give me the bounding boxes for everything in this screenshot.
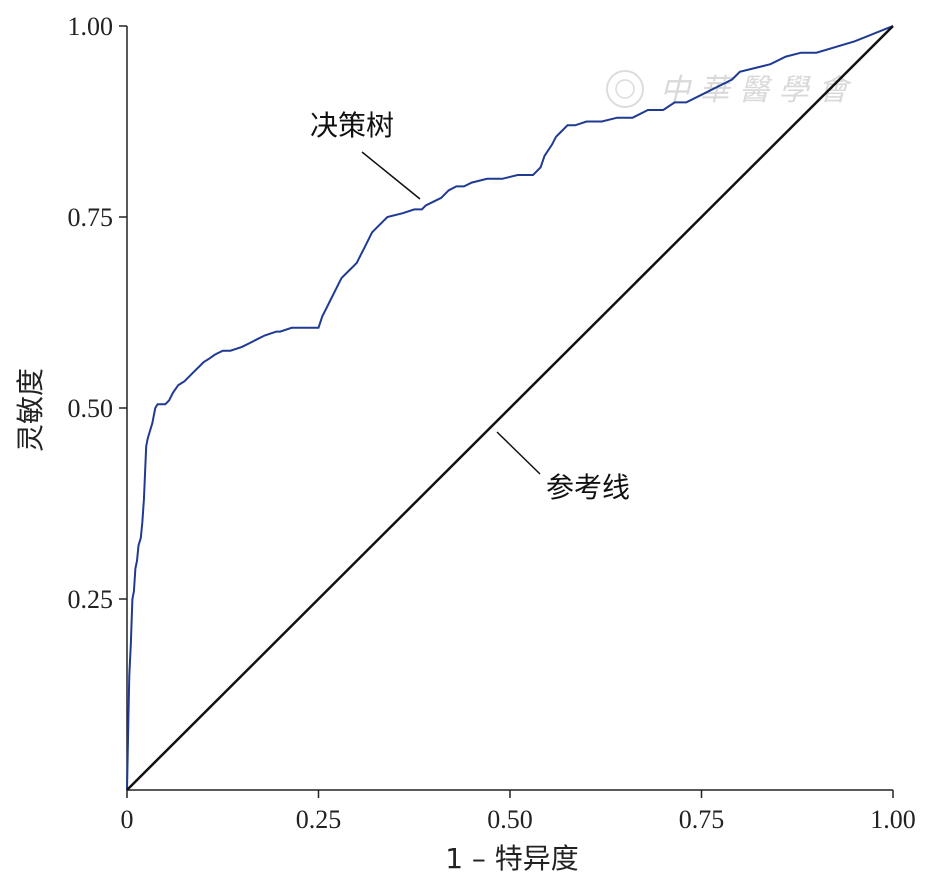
series-layer: [126, 25, 894, 791]
x-tick-label: 0.75: [679, 805, 725, 834]
y-ticks: 0.25 0.50 0.75 1.00: [68, 12, 127, 614]
x-tick-label: 0.50: [487, 805, 533, 834]
watermark-text: 中 華 醫 學 會: [660, 73, 852, 108]
annotation-leader-tree: [361, 151, 421, 200]
annotation-reference-label: 参考线: [546, 471, 630, 504]
y-tick-label: 1.00: [68, 12, 114, 41]
x-tick-label: 0.25: [296, 805, 342, 834]
y-tick-label: 0.25: [68, 585, 114, 614]
y-tick-label: 0.75: [68, 203, 114, 232]
x-tick-label: 1.00: [870, 805, 916, 834]
x-ticks: 0 0.25 0.50 0.75 1.00: [121, 790, 916, 834]
x-tick-label: 0: [121, 805, 134, 834]
annotation-tree-label: 决策树: [310, 109, 394, 142]
x-axis-title: 1 – 特异度: [445, 842, 579, 875]
y-tick-label: 0.50: [68, 394, 114, 423]
series-line-reference: [126, 25, 894, 791]
series-line-decision-tree: [126, 25, 894, 791]
annotation-leader-reference: [496, 431, 541, 475]
watermark-seal-icon: [606, 70, 644, 108]
watermark: 中 華 醫 學 會: [606, 70, 852, 108]
y-axis-title: 灵敏度: [14, 368, 47, 452]
watermark-seal-inner-icon: [615, 79, 635, 99]
